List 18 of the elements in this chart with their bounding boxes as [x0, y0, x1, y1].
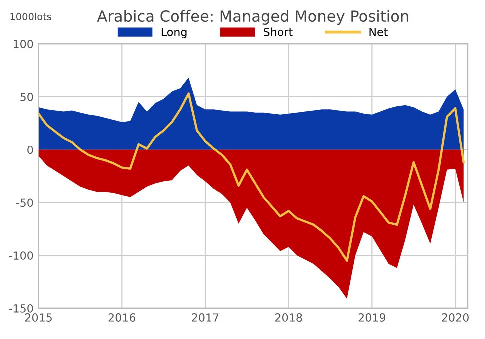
- x-tick-label: 2018: [276, 314, 302, 322]
- legend-label: Net: [370, 28, 388, 36]
- x-tick-label: 2017: [192, 314, 219, 322]
- legend-label: Long: [162, 28, 187, 39]
- line-series: [38, 92, 465, 262]
- y-axis-title: 1000lots: [10, 12, 52, 20]
- chart-title: Arabica Coffee: Managed Money Position: [97, 10, 408, 26]
- x-tick-label: 2020: [442, 314, 469, 322]
- y-tick-label: -100: [9, 252, 34, 260]
- y-tick-label: 100: [14, 40, 34, 48]
- y-tick-label: 0: [28, 146, 34, 154]
- y-tick-label: 50: [20, 92, 34, 102]
- y-tick-label: -150: [9, 304, 34, 313]
- y-tick-label: -50: [16, 198, 34, 208]
- x-tick-label: 2019: [358, 314, 386, 322]
- x-tick-label: 2016: [108, 314, 136, 322]
- legend-label: Short: [264, 28, 293, 36]
- x-tick-label: 2015: [25, 314, 52, 322]
